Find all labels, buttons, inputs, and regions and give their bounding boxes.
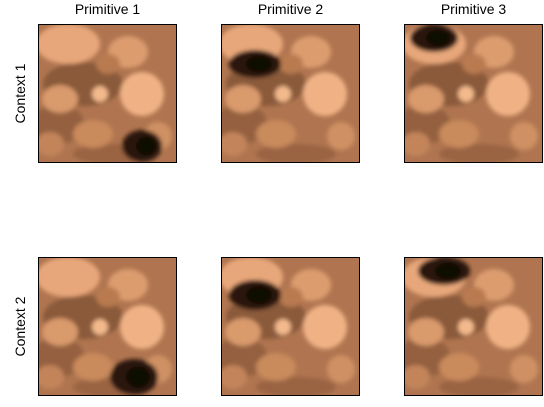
blob [36, 24, 100, 64]
figure: Primitive 1 Primitive 2 Primitive 3 Context… [0, 0, 544, 402]
image-panel [398, 24, 543, 164]
dark-core [136, 136, 156, 155]
blob [510, 122, 538, 150]
image-panel [32, 24, 177, 164]
dark-core [126, 366, 150, 388]
blob [439, 353, 479, 381]
blob [219, 132, 247, 156]
blob [279, 287, 303, 307]
blob [458, 319, 474, 335]
blob [120, 72, 164, 116]
page: Primitive 1 Primitive 2 Primitive 3 Context… [0, 0, 544, 402]
blob [408, 85, 444, 113]
image-panel [32, 257, 177, 397]
shade [256, 377, 336, 397]
blob [256, 353, 296, 381]
image-panel [215, 257, 360, 397]
blob [92, 319, 108, 335]
blob [408, 318, 444, 346]
shade [439, 377, 519, 397]
column-title: Primitive 1 [75, 1, 141, 17]
blob [327, 122, 355, 150]
dark-core [246, 56, 272, 73]
blob [486, 305, 530, 349]
blob [462, 287, 486, 307]
blob [92, 86, 108, 102]
blob [275, 86, 291, 102]
blob [402, 132, 430, 156]
blob [225, 85, 261, 113]
blob [36, 132, 64, 156]
blob [303, 72, 347, 116]
blob [36, 257, 100, 297]
row-label: Context 1 [12, 63, 28, 123]
row-label: Context 2 [12, 296, 28, 356]
column-title: Primitive 2 [258, 1, 324, 17]
shade [439, 144, 519, 164]
dark-core [426, 30, 450, 47]
shade [256, 144, 336, 164]
blob [279, 54, 303, 74]
blob [73, 353, 113, 381]
blob [275, 319, 291, 335]
blob [327, 355, 355, 383]
blob [439, 120, 479, 148]
blob [36, 365, 64, 389]
image-panel [215, 24, 360, 164]
blob [486, 72, 530, 116]
blob [73, 120, 113, 148]
blob [96, 54, 120, 74]
blob [402, 365, 430, 389]
blob [458, 86, 474, 102]
blob [42, 318, 78, 346]
blob [219, 365, 247, 389]
dark-core [435, 263, 461, 280]
image-panel [398, 257, 543, 397]
blob [120, 305, 164, 349]
blob [462, 54, 486, 74]
column-title: Primitive 3 [441, 1, 507, 17]
blob [510, 355, 538, 383]
dark-core [246, 286, 272, 304]
blob [96, 287, 120, 307]
blob [225, 318, 261, 346]
blob [42, 85, 78, 113]
blob [303, 305, 347, 349]
blob [256, 120, 296, 148]
